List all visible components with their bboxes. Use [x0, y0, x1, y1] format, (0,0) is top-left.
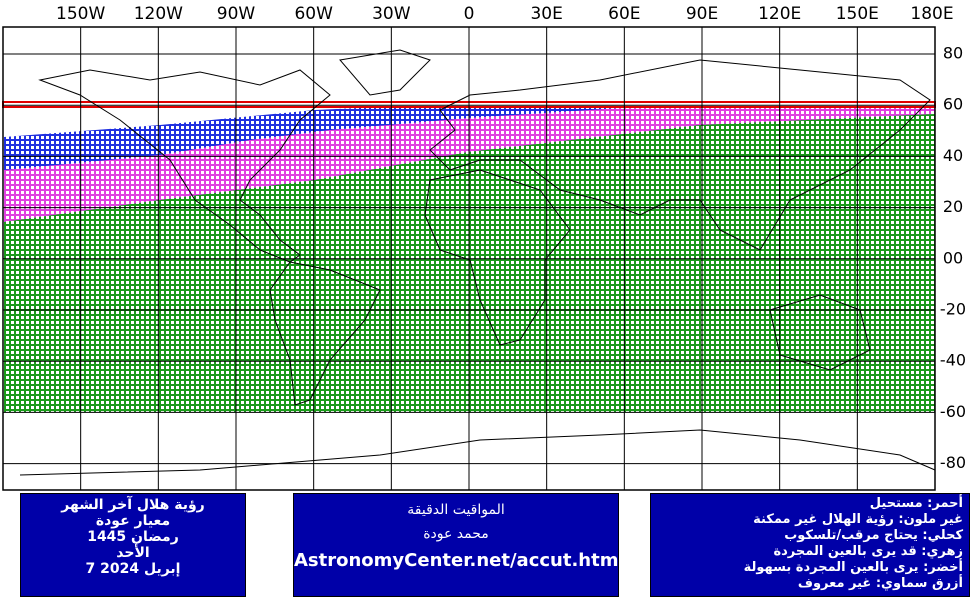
lon-label: 150E	[836, 4, 879, 24]
lon-label: 90E	[686, 4, 718, 24]
lat-label: 40	[943, 146, 963, 165]
box-line: المواقيت الدقيقة	[407, 502, 505, 518]
info-box-right: أحمر: مستحيل غير ملون: رؤية الهلال غير مم…	[650, 493, 970, 597]
lat-label: -60	[940, 402, 966, 421]
lat-label: 80	[943, 44, 963, 63]
lon-label: 150W	[56, 4, 105, 24]
lat-label: 00	[943, 248, 963, 267]
box-line: غير ملون: رؤية الهلال غير ممكنة	[753, 512, 963, 527]
info-box-left: رؤية هلال آخر الشهر معيار عودة رمضان 1445 ا…	[20, 493, 246, 597]
box-line: أزرق سماوي: غير معروف	[797, 576, 963, 591]
box-line: كحلي: يحتاج مرقب/تلسكوب	[784, 528, 963, 543]
lon-label: 30E	[530, 4, 562, 24]
box-line: AstronomyCenter.net/accut.html	[294, 550, 625, 571]
map: 150W 120W 90W 60W 30W 0 30E 60E 90E 120E 150E 180E 8…	[2, 4, 966, 491]
lat-label: 20	[943, 197, 963, 216]
box-line: رؤية هلال آخر الشهر	[61, 497, 205, 513]
info-box-middle: المواقيت الدقيقة محمد عودة AstronomyCenter…	[293, 493, 625, 597]
lon-label: 60W	[294, 4, 333, 24]
box-line: معيار عودة	[95, 513, 171, 529]
box-line: أحمر: مستحيل	[869, 496, 963, 511]
lat-label: 60	[943, 95, 963, 114]
lon-label: 0	[464, 4, 475, 24]
lat-label: -40	[940, 351, 966, 370]
lon-label: 90W	[217, 4, 256, 24]
box-line: زهري: قد يرى بالعين المجردة	[773, 544, 963, 559]
box-line: أخضر: يرى بالعين المجردة بسهولة	[743, 560, 963, 575]
zone-blue	[4, 106, 935, 222]
lon-label: 60E	[608, 4, 640, 24]
box-line: رمضان 1445	[87, 529, 179, 545]
lat-label: -80	[940, 453, 966, 472]
lon-label: 120W	[134, 4, 183, 24]
grid	[3, 27, 935, 490]
map-border	[2, 26, 936, 491]
lon-label: 180E	[910, 4, 953, 24]
lon-label: 30W	[372, 4, 411, 24]
box-line: 7 إبريل 2024	[85, 561, 181, 577]
box-line: محمد عودة	[423, 526, 489, 542]
lat-label: -20	[940, 300, 966, 319]
box-line: الأحد	[116, 545, 150, 561]
lon-label: 120E	[758, 4, 801, 24]
